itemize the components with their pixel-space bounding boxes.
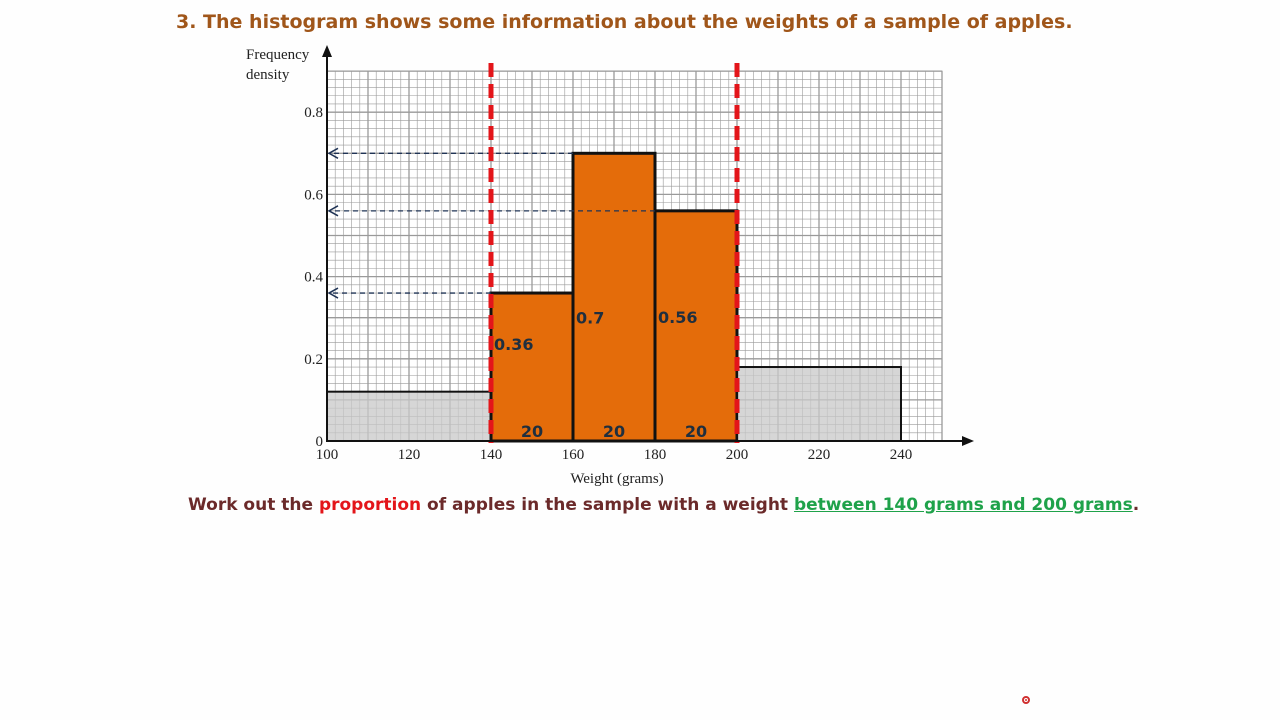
histogram-bar-highlighted (489, 291, 575, 443)
axes-layer (322, 45, 974, 446)
x-tick-label: 140 (480, 447, 503, 463)
x-tick-label: 120 (398, 447, 421, 463)
question-keyword-proportion: proportion (318, 495, 422, 515)
bar-density-label: 0.7 (576, 308, 604, 327)
question-weight-range: between 140 grams and 200 grams (793, 495, 1133, 515)
boundary-lines-layer (488, 63, 740, 443)
question-text-end: . (1132, 495, 1140, 515)
tick-labels-layer: 100 120 140 160 180 200 220 240 0 0.2 0.4 0.6 0.8 (304, 105, 912, 463)
y-tick-label: 0.4 (304, 270, 323, 286)
histogram-bar-highlighted (571, 151, 657, 443)
x-tick-label: 220 (808, 447, 831, 463)
guide-arrowhead (327, 205, 339, 217)
histogram-bar-shaded (326, 390, 492, 442)
x-tick-label: 180 (644, 447, 667, 463)
y-tick-label: 0.6 (304, 187, 323, 203)
question-title: 3. The histogram shows some information … (176, 11, 1073, 33)
cursor-indicator-icon (1022, 696, 1030, 704)
y-tick-label: 0.2 (304, 352, 323, 368)
y-tick-label: 0 (316, 434, 324, 450)
histogram-bar-shaded (736, 366, 902, 442)
labels-layer: Frequency density Weight (grams) (246, 47, 664, 487)
bar-density-label: 0.36 (494, 335, 533, 354)
y-axis-label-line2: density (246, 67, 290, 83)
question-text: Work out the proportion of apples in the… (188, 495, 1139, 515)
x-axis-label: Weight (grams) (570, 471, 663, 487)
bar-density-label: 0.56 (658, 308, 697, 327)
question-text-part1: Work out the (188, 495, 319, 515)
x-tick-label: 160 (562, 447, 585, 463)
y-tick-label: 0.8 (304, 105, 323, 121)
x-tick-label: 100 (316, 447, 339, 463)
bar-width-label: 20 (521, 422, 543, 441)
y-axis-label-line1: Frequency (246, 47, 310, 63)
x-axis-arrowhead (962, 436, 974, 446)
question-text-part2: of apples in the sample with a weight (421, 495, 794, 515)
x-tick-label: 200 (726, 447, 749, 463)
y-axis-arrowhead (322, 45, 332, 57)
guide-arrowhead (327, 147, 339, 159)
bar-width-label: 20 (603, 422, 625, 441)
x-tick-label: 240 (890, 447, 913, 463)
bar-labels-layer: 0.36 20 0.7 20 0.56 20 (494, 308, 707, 441)
bar-width-label: 20 (685, 422, 707, 441)
guide-arrowhead (327, 287, 339, 299)
